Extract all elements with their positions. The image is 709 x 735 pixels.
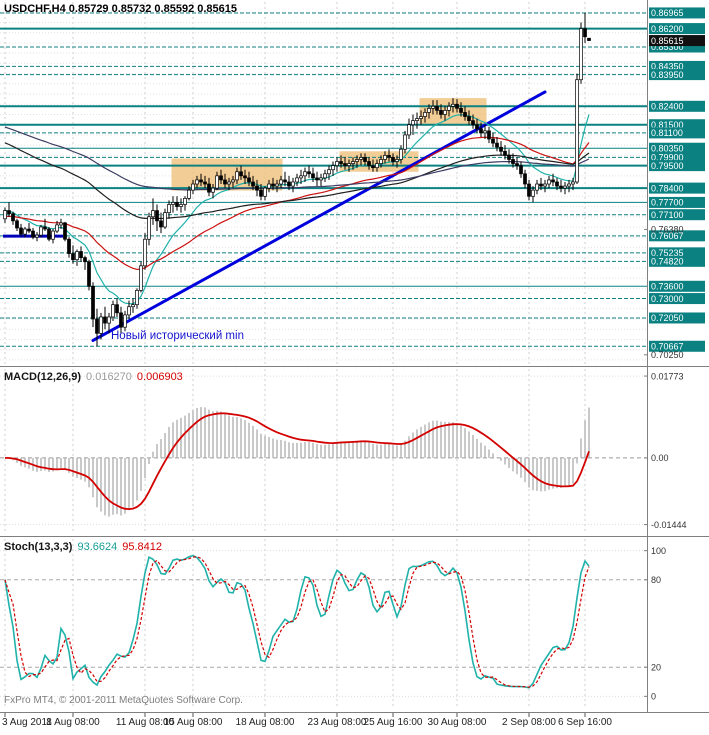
macd-signal-value: 0.006903 xyxy=(136,371,183,383)
svg-text:0.79900: 0.79900 xyxy=(651,153,684,163)
stoch-title: Stoch(13,3,3) xyxy=(4,541,73,553)
svg-text:0.75235: 0.75235 xyxy=(651,248,684,258)
time-axis-label: 2 Sep 08:00 xyxy=(502,717,556,728)
time-axis-label: 18 Aug 08:00 xyxy=(235,717,295,728)
svg-text:0.79500: 0.79500 xyxy=(651,161,684,171)
svg-text:0.77700: 0.77700 xyxy=(651,198,684,208)
svg-text:100: 100 xyxy=(651,546,666,556)
stochastic-panel[interactable] xyxy=(0,550,647,697)
svg-text:0.72050: 0.72050 xyxy=(651,313,684,323)
time-axis-label: 25 Aug 16:00 xyxy=(363,717,423,728)
svg-text:0.77100: 0.77100 xyxy=(651,210,684,220)
time-axis-label: 11 Aug 08:00 xyxy=(115,717,175,728)
time-axis[interactable]: 3 Aug 2011 8 Aug 08:00 11 Aug 08:00 15 Aug … xyxy=(0,713,647,735)
svg-text:0.86965: 0.86965 xyxy=(651,8,684,18)
svg-text:0.00: 0.00 xyxy=(651,453,669,463)
stoch-main-value: 93.6624 xyxy=(77,541,118,553)
svg-text:0.85300: 0.85300 xyxy=(651,42,684,52)
svg-text:0.82400: 0.82400 xyxy=(651,102,684,112)
stoch-signal-value: 95.8412 xyxy=(122,541,162,553)
time-ticks xyxy=(4,713,586,717)
svg-text:0.80350: 0.80350 xyxy=(651,143,684,153)
svg-text:80: 80 xyxy=(651,575,661,585)
svg-text:0.83950: 0.83950 xyxy=(651,70,684,80)
time-axis-label: 30 Aug 08:00 xyxy=(427,717,487,728)
svg-text:0.76067: 0.76067 xyxy=(651,231,684,241)
svg-text:0.74820: 0.74820 xyxy=(651,257,684,267)
svg-text:-0.01444: -0.01444 xyxy=(651,520,687,530)
macd-main-value: 0.016270 xyxy=(86,371,132,383)
svg-text:0.81500: 0.81500 xyxy=(651,120,684,130)
svg-text:0: 0 xyxy=(651,692,656,702)
panel-separators[interactable] xyxy=(0,366,709,713)
chart-title-quote: USDCHF,H4 0.85729 0.85732 0.85592 0.8561… xyxy=(4,3,238,15)
svg-text:0.84350: 0.84350 xyxy=(651,62,684,72)
svg-text:0.73000: 0.73000 xyxy=(651,294,684,304)
time-axis-label: 15 Aug 08:00 xyxy=(163,717,223,728)
macd-panel[interactable] xyxy=(0,375,647,526)
chart-annotation: Новый исторический min xyxy=(111,330,244,343)
svg-text:0.76380: 0.76380 xyxy=(651,225,684,235)
candles[interactable] xyxy=(3,12,591,347)
svg-text:0.81100: 0.81100 xyxy=(651,128,683,138)
time-axis-label: 6 Sep 16:00 xyxy=(558,717,612,728)
svg-text:20: 20 xyxy=(651,662,661,672)
time-axis-label: 23 Aug 08:00 xyxy=(307,717,367,728)
svg-text:0.85615: 0.85615 xyxy=(651,36,684,46)
svg-text:0.73600: 0.73600 xyxy=(651,281,684,291)
macd-title: MACD(12,26,9) xyxy=(4,371,82,383)
svg-text:0.70667: 0.70667 xyxy=(651,341,684,351)
svg-text:0.86200: 0.86200 xyxy=(651,24,684,34)
stoch-indicator-label: Stoch(13,3,3) 93.6624 95.8412 xyxy=(4,541,162,553)
copyright-text: FxPro MT4, © 2001-2011 MetaQuotes Softwa… xyxy=(4,695,243,706)
time-axis-label: 8 Aug 08:00 xyxy=(46,717,100,728)
macd-indicator-label: MACD(12,26,9) 0.016270 0.006903 xyxy=(4,371,183,383)
support-resistance-levels xyxy=(0,12,647,347)
time-axis-label: 3 Aug 2011 xyxy=(2,717,52,728)
svg-text:0.01773: 0.01773 xyxy=(651,371,684,381)
svg-text:0.70250: 0.70250 xyxy=(651,350,684,360)
svg-text:0.78400: 0.78400 xyxy=(651,183,684,193)
